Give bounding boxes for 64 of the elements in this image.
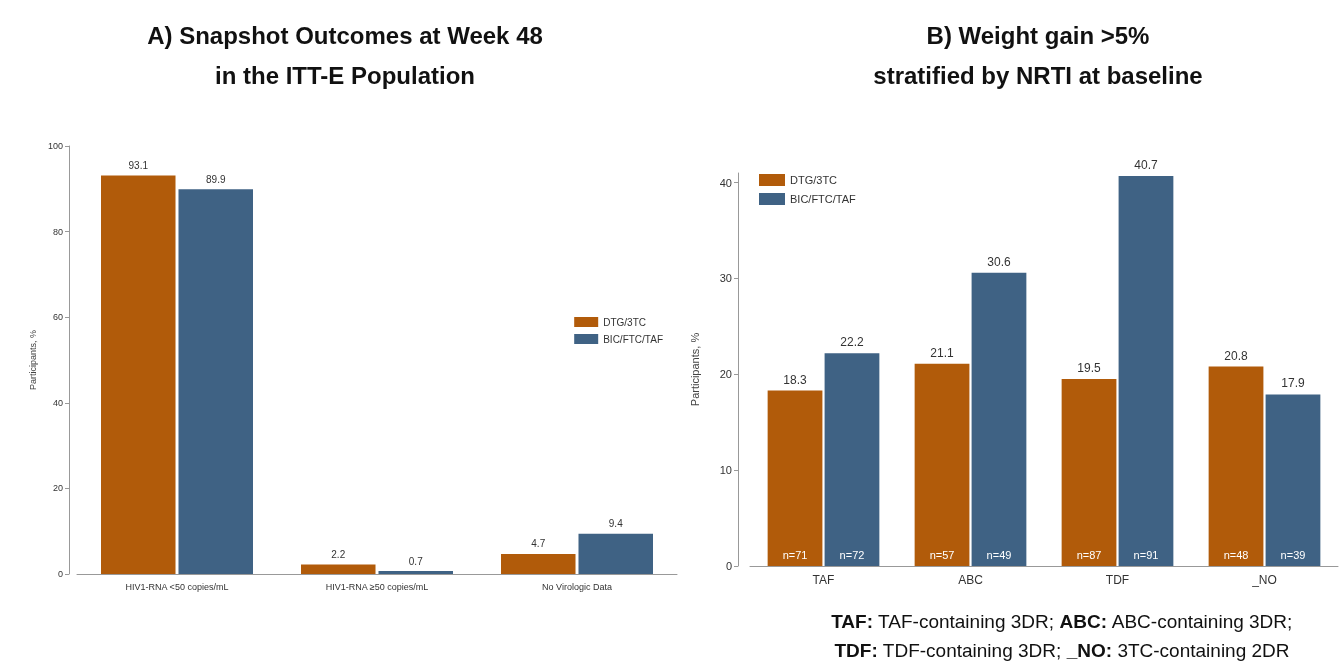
y-tick-label: 100 — [47, 141, 63, 151]
data-label: 89.9 — [206, 173, 226, 185]
legend-label: DTG/3TC — [790, 174, 838, 186]
data-label: 18.3 — [783, 372, 808, 387]
annotation: n=87 — [1076, 548, 1102, 561]
data-label: 22.2 — [840, 335, 864, 350]
data-label: 0.7 — [408, 555, 424, 567]
bar — [914, 363, 970, 566]
y-axis-title: Participants, % — [27, 329, 38, 391]
bar — [1208, 366, 1264, 566]
chart-title: B) Weight gain >5% stratified by NRTI at baseline — [873, 21, 1203, 89]
annotation: n=49 — [986, 548, 1012, 561]
data-label: 2.2 — [331, 549, 346, 561]
annotation: n=72 — [839, 548, 865, 561]
bar — [578, 533, 653, 574]
bar — [1265, 394, 1321, 566]
x-tick-label: ABC — [958, 573, 984, 587]
x-tick-label: TDF — [1105, 573, 1130, 587]
bar — [178, 189, 253, 574]
data-label: 19.5 — [1077, 361, 1102, 376]
x-tick-label: HIV1-RNA ≥50 copies/mL — [325, 581, 429, 592]
y-tick-label: 20 — [52, 483, 63, 494]
annotation: n=57 — [929, 548, 955, 561]
bar — [301, 564, 376, 574]
y-tick-label: 0 — [57, 569, 63, 579]
y-tick-label: 80 — [52, 226, 63, 237]
x-tick-label: _NO — [1251, 573, 1277, 587]
legend-label: BIC/FTC/TAF — [790, 193, 857, 205]
annotation: n=48 — [1223, 548, 1249, 561]
legend-label: DTG/3TC — [603, 316, 646, 328]
chart-title: A) Snapshot Outcomes at Week 48 in the ITT-E Population — [147, 21, 543, 89]
bar — [1061, 379, 1117, 566]
bar — [501, 553, 576, 574]
y-tick-label: 40 — [52, 397, 63, 408]
y-tick-label: 20 — [719, 368, 732, 381]
data-label: 4.7 — [531, 538, 546, 550]
annotation: n=39 — [1280, 548, 1306, 561]
x-tick-label: TAF — [812, 573, 835, 587]
y-tick-label: 40 — [719, 176, 732, 189]
y-axis-title: Participants, % — [688, 332, 701, 407]
bar — [1118, 175, 1174, 566]
data-label: 30.6 — [987, 254, 1011, 269]
data-label: 40.7 — [1134, 157, 1158, 172]
bar — [767, 390, 823, 566]
bar — [971, 272, 1027, 566]
x-tick-label: No Virologic Data — [542, 581, 612, 592]
y-tick-label: 10 — [719, 464, 732, 477]
x-tick-label: HIV1-RNA <50 copies/mL — [125, 581, 229, 592]
bar — [101, 175, 176, 574]
y-tick-label: 60 — [52, 312, 63, 323]
bar — [824, 353, 880, 566]
text: TDF: TDF-containing 3DR; _NO: 3TC-containing 2DR — [834, 639, 1290, 661]
data-label: 93.1 — [128, 160, 149, 172]
y-tick-label: 0 — [725, 560, 732, 572]
data-label: 21.1 — [930, 345, 955, 360]
data-label: 17.9 — [1281, 376, 1305, 391]
text: TAF: TAF-containing 3DR; ABC: ABC-containing 3DR; — [831, 610, 1293, 632]
annotation: n=71 — [782, 548, 808, 561]
data-label: 9.4 — [608, 518, 624, 530]
bar — [378, 571, 453, 574]
legend-label: BIC/FTC/TAF — [603, 333, 663, 345]
annotation: n=91 — [1133, 548, 1159, 561]
data-label: 20.8 — [1224, 348, 1249, 363]
y-tick-label: 30 — [719, 272, 732, 285]
